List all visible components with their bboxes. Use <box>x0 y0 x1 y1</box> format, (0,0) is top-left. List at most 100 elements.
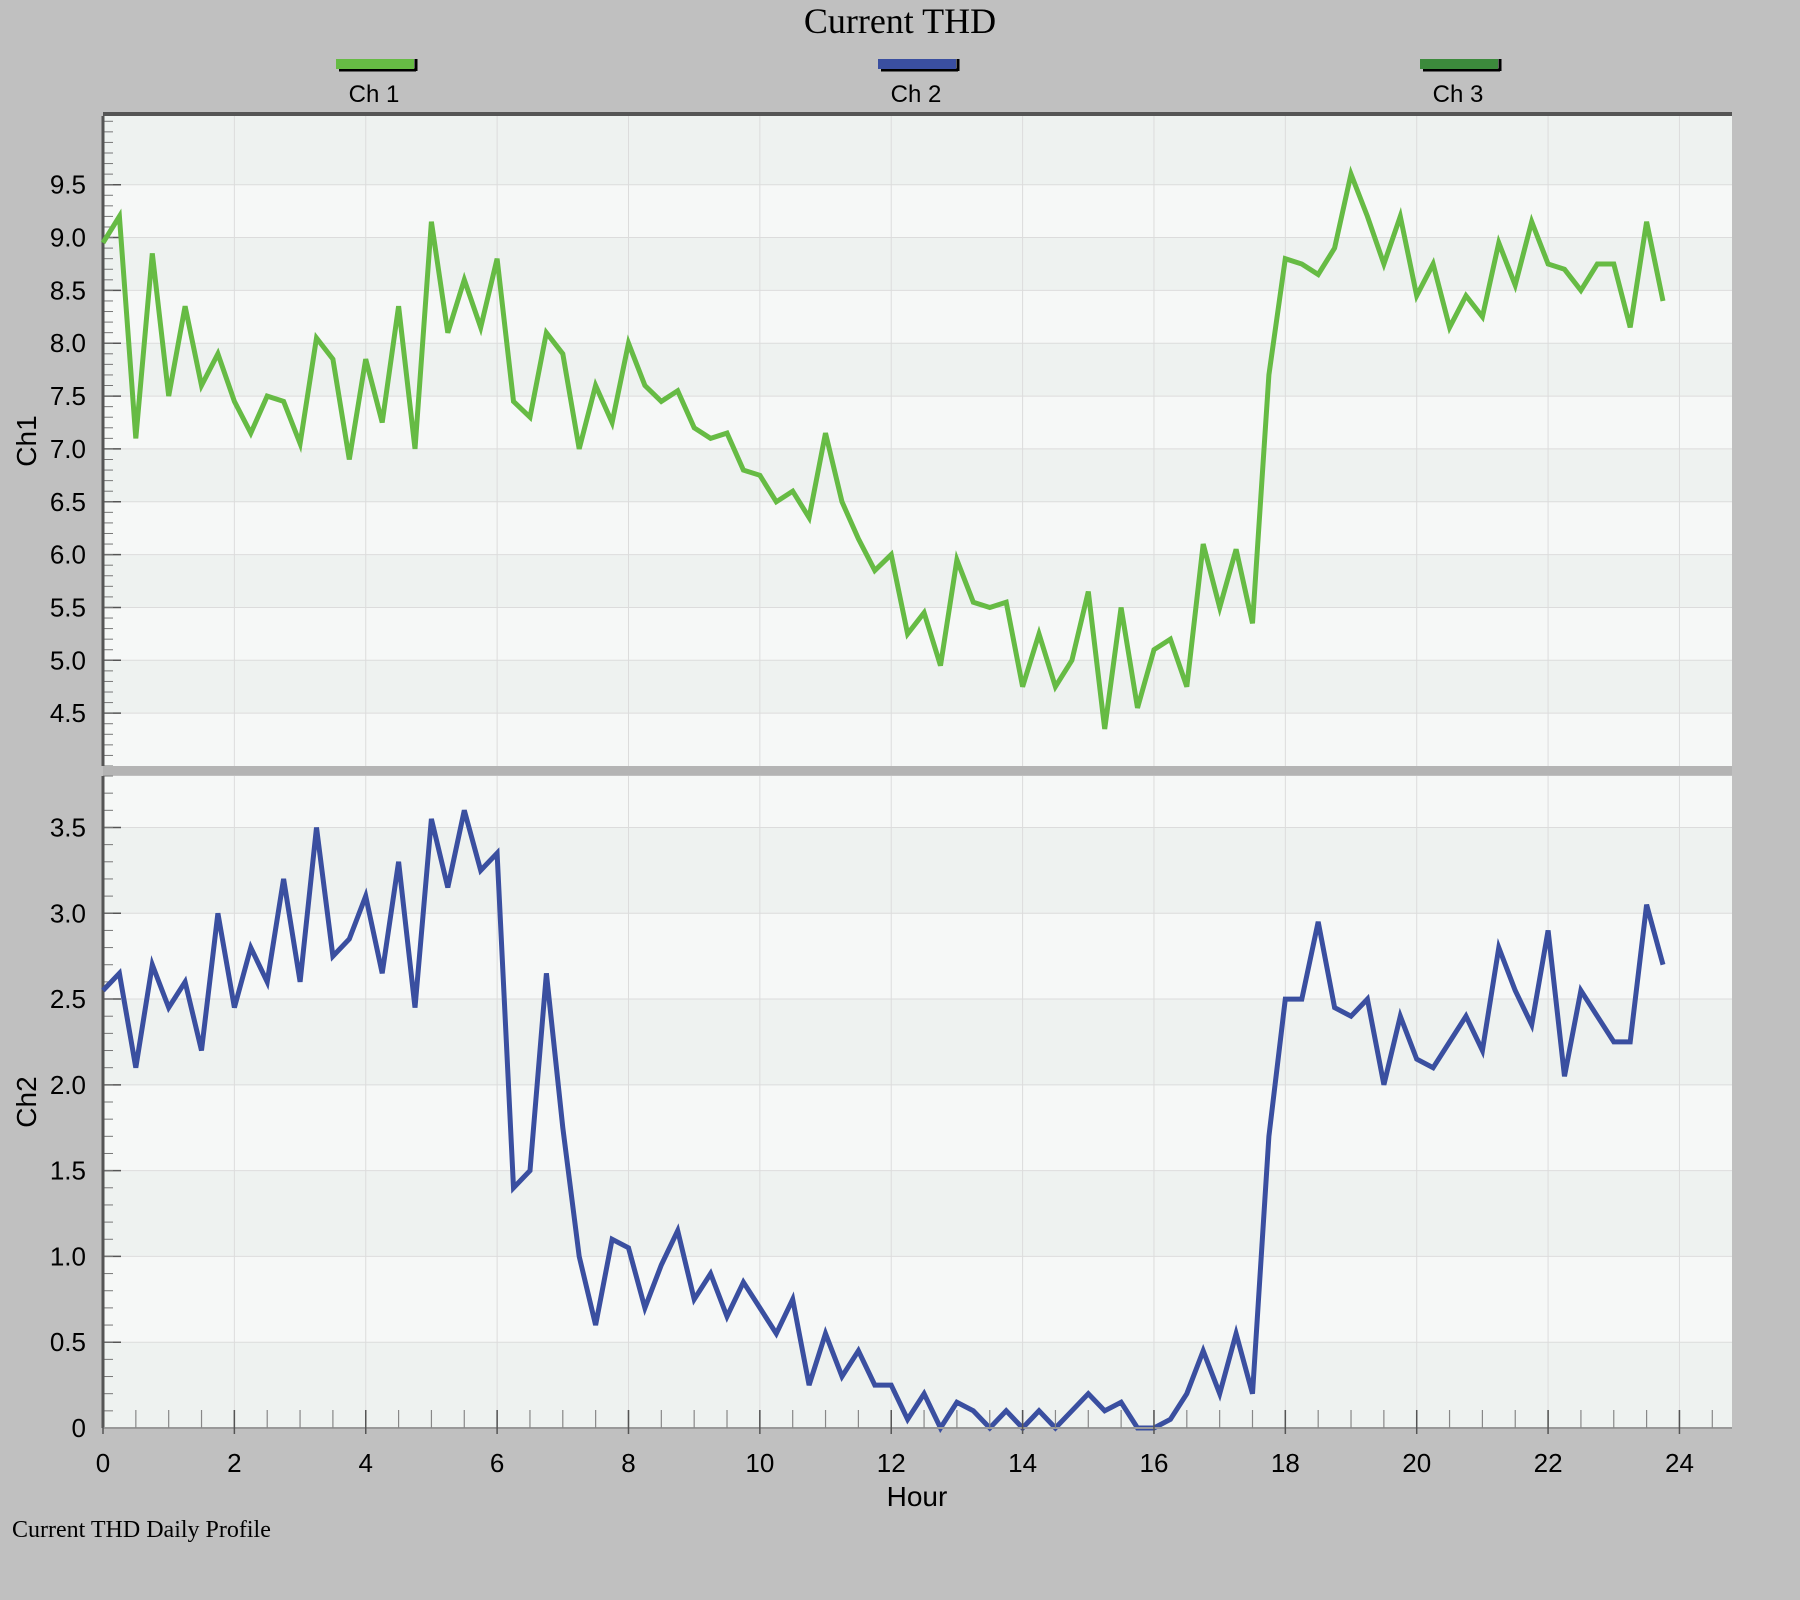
data-point <box>1037 1408 1042 1413</box>
plot-band <box>103 660 1732 714</box>
panel-separator <box>103 766 1732 775</box>
data-point <box>1661 298 1666 303</box>
data-point <box>1644 902 1649 907</box>
legend-item-ch1[interactable]: Ch 1 <box>336 59 418 108</box>
data-point <box>757 1305 762 1310</box>
data-point <box>1316 272 1321 277</box>
data-point <box>413 1005 418 1010</box>
data-point <box>1004 1408 1009 1413</box>
data-point <box>560 1125 565 1130</box>
data-point <box>1135 705 1140 710</box>
data-point <box>790 489 795 494</box>
panel-2: 0 0.5 1.0 1.5 2.0 2.5 3.0 3.5 Ch2 <box>11 775 1732 1443</box>
legend-item-ch2[interactable]: Ch 2 <box>878 59 960 108</box>
y-tick-label: 0 <box>72 1413 86 1443</box>
data-point <box>757 473 762 478</box>
chart-footer: Current THD Daily Profile <box>12 1517 271 1543</box>
data-point <box>839 1374 844 1379</box>
y-tick-label: 2.5 <box>50 984 86 1014</box>
data-point <box>1513 988 1518 993</box>
data-point <box>725 431 730 436</box>
data-point <box>1086 589 1091 594</box>
series-line-1 <box>100 165 1666 730</box>
data-point <box>101 988 106 993</box>
data-point <box>560 351 565 356</box>
y-tick-label: 6.0 <box>50 540 86 570</box>
data-point <box>626 341 631 346</box>
data-point <box>971 600 976 605</box>
data-point <box>298 441 303 446</box>
data-point <box>823 431 828 436</box>
data-point <box>1332 246 1337 251</box>
data-point <box>1365 997 1370 1002</box>
data-point <box>790 1297 795 1302</box>
data-point <box>347 937 352 942</box>
data-point <box>659 399 664 404</box>
data-point <box>1496 240 1501 245</box>
data-point <box>1611 261 1616 266</box>
data-point <box>774 499 779 504</box>
data-point <box>445 885 450 890</box>
y-tick-label: 6.5 <box>50 487 86 517</box>
data-point <box>1414 1057 1419 1062</box>
data-point <box>1546 928 1551 933</box>
data-point <box>232 399 237 404</box>
data-point <box>922 1391 927 1396</box>
data-point <box>1119 605 1124 610</box>
data-point <box>1529 219 1534 224</box>
data-point <box>626 1245 631 1250</box>
y-tick-label: 9.0 <box>50 223 86 253</box>
data-point <box>363 894 368 899</box>
data-point <box>1628 325 1633 330</box>
data-point <box>199 1048 204 1053</box>
data-point <box>1447 325 1452 330</box>
y-tick-label: 7.5 <box>50 381 86 411</box>
data-point <box>199 383 204 388</box>
data-point <box>1250 621 1255 626</box>
legend-label-ch3: Ch 3 <box>1433 81 1484 108</box>
data-point <box>1365 214 1370 219</box>
data-point <box>1102 727 1107 732</box>
data-point <box>642 1305 647 1310</box>
data-point <box>363 357 368 362</box>
data-point <box>1283 256 1288 261</box>
data-point <box>281 876 286 881</box>
data-point <box>708 1271 713 1276</box>
data-point <box>922 610 927 615</box>
y-tick-label: 1.0 <box>50 1241 86 1271</box>
chart-title: Current THD <box>804 1 996 41</box>
legend-swatch-ch3 <box>1420 59 1498 69</box>
data-point <box>314 335 319 340</box>
data-point <box>150 251 155 256</box>
data-point <box>725 1314 730 1319</box>
legend-label-ch2: Ch 2 <box>891 81 942 108</box>
data-point <box>1184 684 1189 689</box>
data-point <box>1398 1014 1403 1019</box>
data-point <box>692 1297 697 1302</box>
data-point <box>1595 261 1600 266</box>
data-point <box>708 436 713 441</box>
data-point <box>1217 605 1222 610</box>
data-point <box>1480 1048 1485 1053</box>
data-point <box>462 808 467 813</box>
data-point <box>347 457 352 462</box>
data-point <box>971 1408 976 1413</box>
data-point <box>1431 261 1436 266</box>
legend-item-ch3[interactable]: Ch 3 <box>1420 59 1502 108</box>
data-point <box>150 962 155 967</box>
data-point <box>1020 684 1025 689</box>
data-point <box>1086 1391 1091 1396</box>
x-tick-label: 22 <box>1534 1448 1563 1478</box>
data-point <box>642 383 647 388</box>
data-point <box>1349 1014 1354 1019</box>
plot-band <box>103 999 1732 1085</box>
data-point <box>659 1263 664 1268</box>
data-point <box>330 954 335 959</box>
data-point <box>380 420 385 425</box>
y-tick-label: 2.0 <box>50 1070 86 1100</box>
data-point <box>1661 962 1666 967</box>
data-point <box>1562 1074 1567 1079</box>
data-point <box>692 425 697 430</box>
data-point <box>1595 1014 1600 1019</box>
data-point <box>1316 919 1321 924</box>
